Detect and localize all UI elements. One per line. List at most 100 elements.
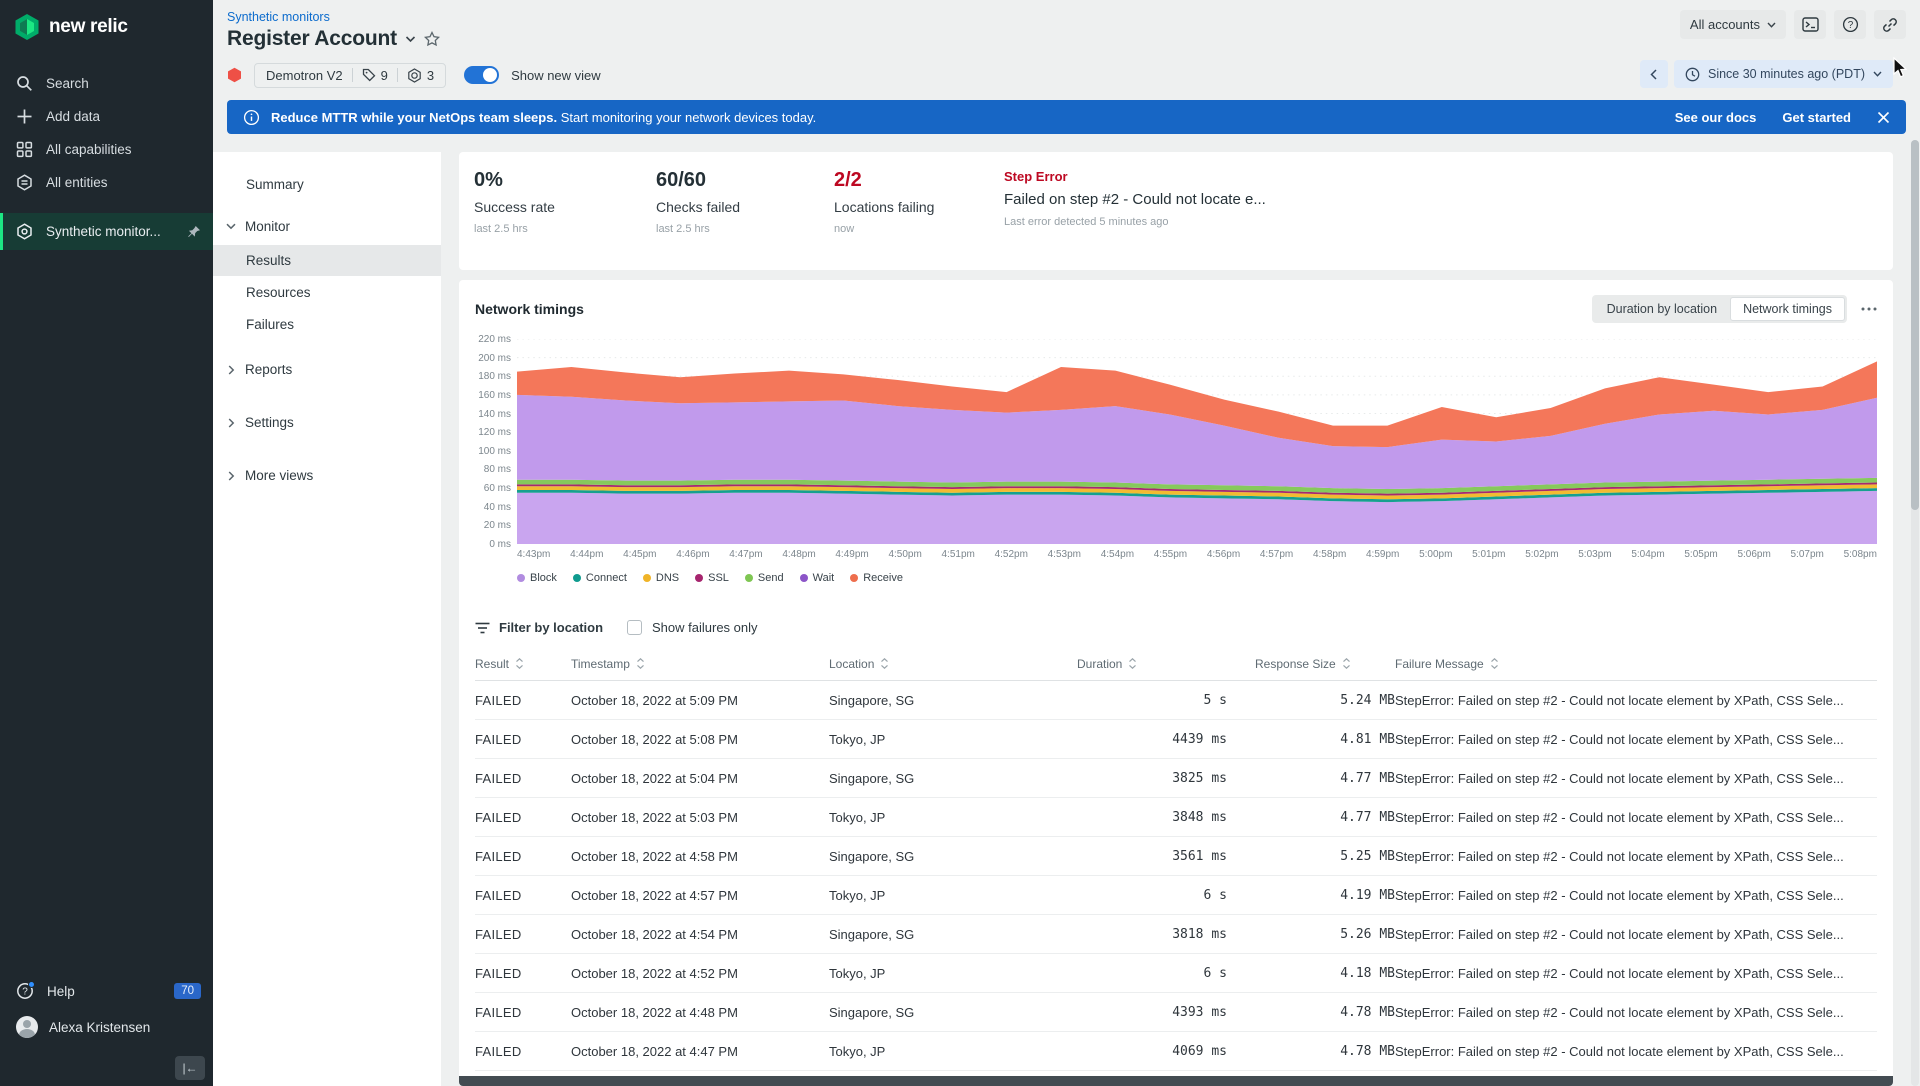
duration-cell: 5 s xyxy=(1077,681,1227,720)
chart-legend: Block Connect DNS SSL Send Wait Receive xyxy=(517,572,1877,584)
legend-item-connect[interactable]: Connect xyxy=(573,572,627,584)
vertical-scrollbar[interactable] xyxy=(1911,140,1919,1086)
subnav-group-monitor[interactable]: Monitor xyxy=(213,209,441,244)
table-row[interactable]: FAILEDOctober 18, 2022 at 5:08 PMTokyo, … xyxy=(475,720,1877,759)
duration-cell: 3825 ms xyxy=(1077,759,1227,798)
table-row[interactable]: FAILEDOctober 18, 2022 at 4:58 PMSingapo… xyxy=(475,837,1877,876)
user-menu[interactable]: Alexa Kristensen xyxy=(0,1008,213,1046)
title-chevron-down-icon[interactable] xyxy=(405,35,416,43)
sidebar-item-all-entities[interactable]: All entities xyxy=(0,166,213,199)
account-switcher[interactable]: All accounts xyxy=(1680,10,1786,39)
chart-plot-area[interactable] xyxy=(517,339,1877,544)
svg-text:?: ? xyxy=(1847,20,1853,31)
column-header-location[interactable]: Location xyxy=(829,649,1077,681)
legend-item-ssl[interactable]: SSL xyxy=(695,572,729,584)
table-row[interactable]: FAILEDOctober 18, 2022 at 5:09 PMSingapo… xyxy=(475,681,1877,720)
column-header-response-size[interactable]: Response Size xyxy=(1227,649,1395,681)
column-header-duration[interactable]: Duration xyxy=(1077,649,1227,681)
x-axis-tick: 4:55pm xyxy=(1154,549,1187,560)
tag-count: 9 xyxy=(381,68,388,83)
view-option-duration-by-location[interactable]: Duration by location xyxy=(1594,297,1730,321)
breadcrumb[interactable]: Synthetic monitors xyxy=(227,10,330,24)
share-link-button[interactable] xyxy=(1874,10,1906,39)
sidebar-item-help[interactable]: ? Help 70 xyxy=(0,974,213,1008)
subnav-item-failures[interactable]: Failures xyxy=(213,309,441,340)
legend-item-block[interactable]: Block xyxy=(517,572,557,584)
table-row[interactable]: FAILEDOctober 18, 2022 at 4:57 PMTokyo, … xyxy=(475,876,1877,915)
y-axis-tick: 40 ms xyxy=(484,502,511,513)
related-entity-count: 3 xyxy=(427,68,434,83)
favorite-star-icon[interactable] xyxy=(424,31,440,47)
sidebar-collapse-button[interactable]: |← xyxy=(175,1056,205,1080)
response-size-cell: 4.81 MB xyxy=(1227,720,1395,759)
sidebar-item-all-capabilities[interactable]: All capabilities xyxy=(0,133,213,166)
subnav-group-reports[interactable]: Reports xyxy=(213,352,441,387)
y-axis-tick: 0 ms xyxy=(489,539,511,550)
subnav-item-summary[interactable]: Summary xyxy=(213,168,441,201)
subnav-item-results[interactable]: Results xyxy=(213,245,441,276)
legend-item-receive[interactable]: Receive xyxy=(850,572,903,584)
x-axis-tick: 4:52pm xyxy=(995,549,1028,560)
chevron-left-icon xyxy=(1650,69,1657,80)
column-header-timestamp[interactable]: Timestamp xyxy=(571,649,829,681)
table-row[interactable]: FAILEDOctober 18, 2022 at 4:52 PMTokyo, … xyxy=(475,954,1877,993)
query-console-button[interactable] xyxy=(1794,10,1826,39)
subnav-group-settings[interactable]: Settings xyxy=(213,405,441,440)
timestamp-cell: October 18, 2022 at 5:08 PM xyxy=(571,720,829,759)
stat-step-error: Step Error Failed on step #2 - Could not… xyxy=(1004,169,1878,254)
filter-by-location-button[interactable]: Filter by location xyxy=(475,620,603,635)
column-header-result[interactable]: Result xyxy=(475,649,571,681)
horizontal-scrollbar[interactable] xyxy=(459,1076,1893,1086)
more-options-icon[interactable] xyxy=(1861,307,1877,311)
location-cell: Tokyo, JP xyxy=(829,1032,1077,1071)
sidebar-item-label: Add data xyxy=(46,109,100,124)
close-banner-icon[interactable] xyxy=(1877,111,1890,124)
see-our-docs-link[interactable]: See our docs xyxy=(1675,110,1757,125)
show-failures-only-label[interactable]: Show failures only xyxy=(652,620,758,635)
time-range-picker[interactable]: Since 30 minutes ago (PDT) xyxy=(1674,60,1893,88)
sidebar-item-add-data[interactable]: Add data xyxy=(0,100,213,133)
get-started-link[interactable]: Get started xyxy=(1782,110,1851,125)
legend-item-dns[interactable]: DNS xyxy=(643,572,679,584)
table-row[interactable]: FAILEDOctober 18, 2022 at 5:03 PMTokyo, … xyxy=(475,798,1877,837)
time-back-button[interactable] xyxy=(1640,60,1668,88)
x-axis-tick: 4:45pm xyxy=(623,549,656,560)
y-axis-tick: 20 ms xyxy=(484,520,511,531)
view-option-network-timings[interactable]: Network timings xyxy=(1730,297,1845,321)
x-axis-tick: 4:59pm xyxy=(1366,549,1399,560)
sidebar-item-search[interactable]: Search xyxy=(0,67,213,100)
table-row[interactable]: FAILEDOctober 18, 2022 at 5:04 PMSingapo… xyxy=(475,759,1877,798)
brand-name: new relic xyxy=(49,16,128,38)
help-label: Help xyxy=(47,984,75,999)
subnav-group-more-views[interactable]: More views xyxy=(213,458,441,493)
show-failures-only-checkbox[interactable] xyxy=(627,620,642,635)
sidebar-item-label: Synthetic monitor... xyxy=(46,224,174,239)
help-button[interactable]: ? xyxy=(1834,10,1866,39)
duration-cell: 3561 ms xyxy=(1077,837,1227,876)
monitor-subnav: Summary Monitor Results Resources Failur… xyxy=(213,152,441,1086)
legend-item-wait[interactable]: Wait xyxy=(800,572,835,584)
column-header-failure-message[interactable]: Failure Message xyxy=(1395,649,1877,681)
table-row[interactable]: FAILEDOctober 18, 2022 at 4:48 PMSingapo… xyxy=(475,993,1877,1032)
vertical-scrollbar-thumb[interactable] xyxy=(1911,140,1919,510)
sidebar-item-synthetic-monitors[interactable]: Synthetic monitor... xyxy=(0,213,213,250)
stat-period: last 2.5 hrs xyxy=(474,223,656,235)
show-new-view-toggle[interactable] xyxy=(464,66,499,84)
chart-view-switcher: Duration by location Network timings xyxy=(1592,295,1847,323)
result-cell: FAILED xyxy=(475,798,571,837)
x-axis-tick: 5:05pm xyxy=(1684,549,1717,560)
y-axis-tick: 160 ms xyxy=(478,390,511,401)
result-cell: FAILED xyxy=(475,876,571,915)
failure-message-cell: StepError: Failed on step #2 - Could not… xyxy=(1395,954,1877,993)
pin-icon[interactable] xyxy=(187,225,201,239)
svg-text:?: ? xyxy=(22,987,28,998)
legend-item-send[interactable]: Send xyxy=(745,572,784,584)
x-axis-tick: 4:50pm xyxy=(888,549,921,560)
entity-pill[interactable]: Demotron V2 9 3 xyxy=(254,63,446,88)
stat-value: 0% xyxy=(474,169,656,192)
chevron-right-icon xyxy=(225,418,237,428)
subnav-item-resources[interactable]: Resources xyxy=(213,277,441,308)
table-row[interactable]: FAILEDOctober 18, 2022 at 4:47 PMTokyo, … xyxy=(475,1032,1877,1071)
table-row[interactable]: FAILEDOctober 18, 2022 at 4:54 PMSingapo… xyxy=(475,915,1877,954)
brand-logo[interactable]: new relic xyxy=(0,0,213,51)
